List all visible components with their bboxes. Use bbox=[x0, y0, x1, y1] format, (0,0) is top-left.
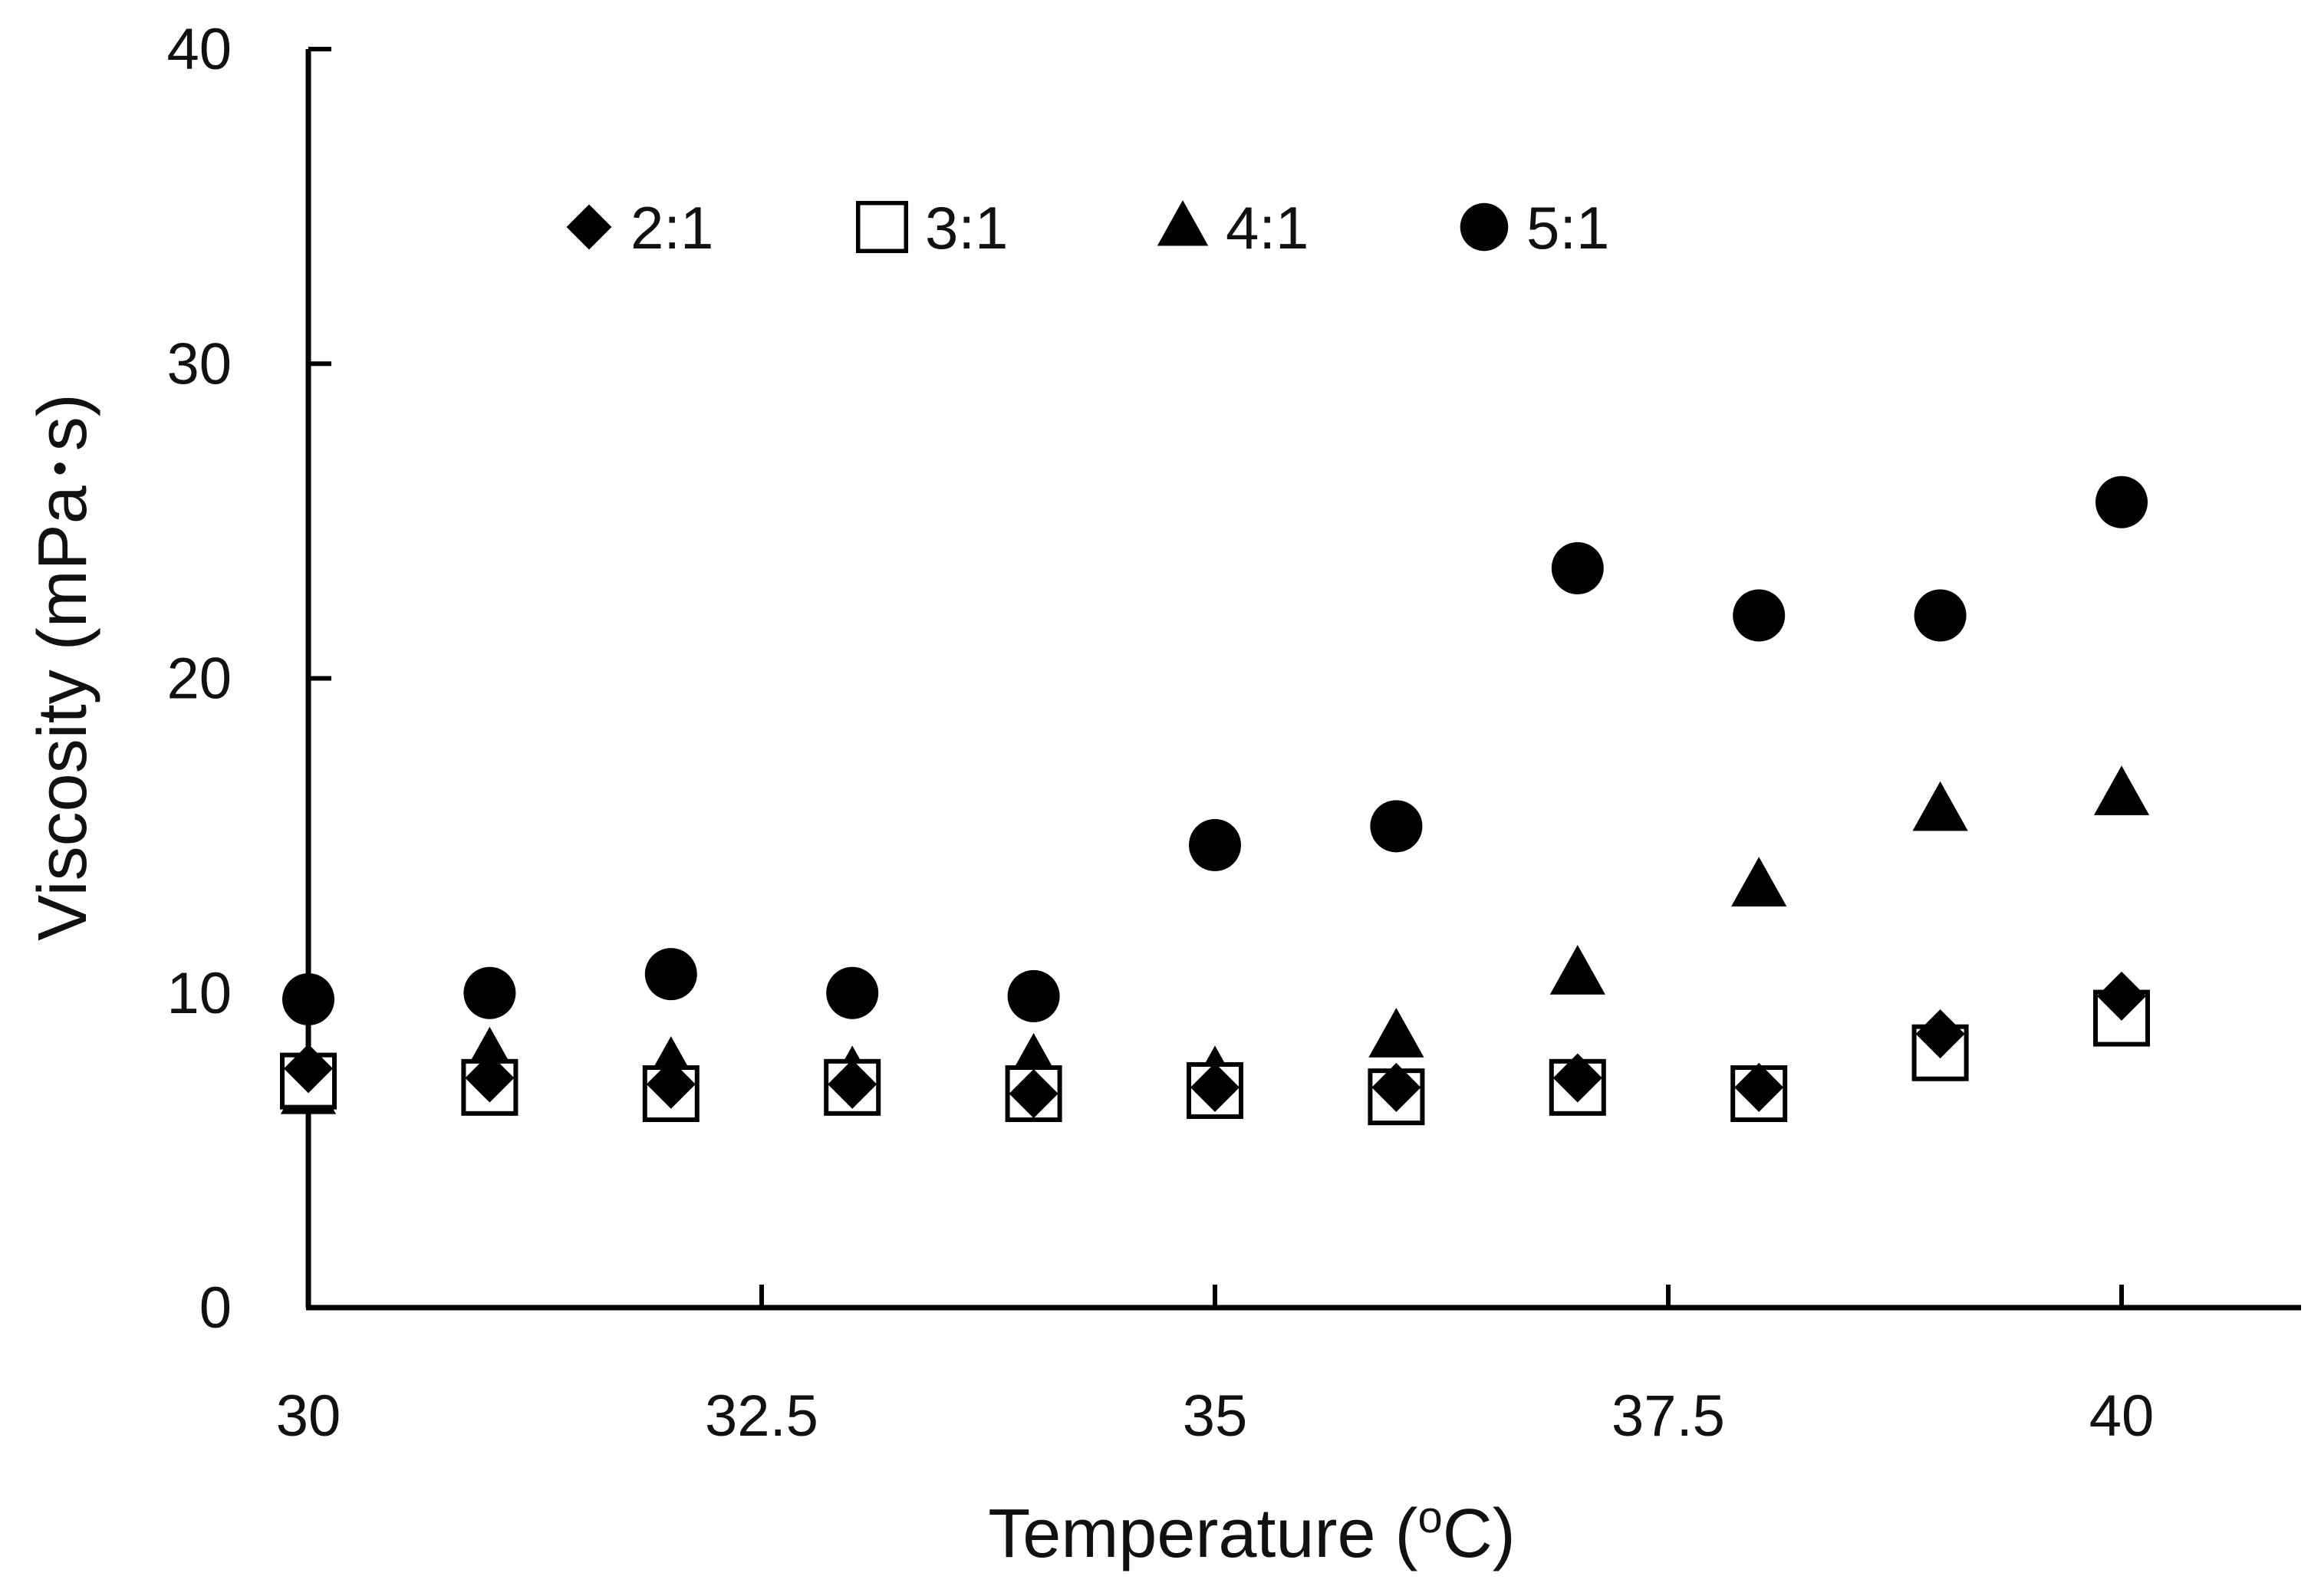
legend-item-5-to-1: 5:1 bbox=[1460, 194, 1609, 262]
axes: 0 10 20 30 40 30 32.5 35 37.5 40 bbox=[166, 17, 2301, 1449]
y-axis-title: Viscosity (mPa･s) bbox=[25, 393, 101, 940]
y-tick-label: 0 bbox=[199, 1275, 232, 1341]
data-point bbox=[463, 966, 516, 1019]
legend-item-2-to-1: 2:1 bbox=[566, 194, 713, 262]
data-point bbox=[2095, 476, 2148, 528]
data-point bbox=[1549, 945, 1605, 995]
data-point bbox=[646, 1059, 696, 1109]
data-point bbox=[284, 1044, 333, 1094]
data-point bbox=[2097, 971, 2146, 1021]
data-point bbox=[1189, 818, 1241, 871]
data-point bbox=[1733, 589, 1786, 642]
data-point bbox=[828, 1059, 877, 1109]
data-point bbox=[1190, 1062, 1240, 1112]
data-point bbox=[1370, 800, 1423, 853]
legend-marker bbox=[855, 200, 909, 254]
legend-label: 4:1 bbox=[1226, 194, 1309, 262]
data-point bbox=[1009, 1069, 1058, 1119]
x-axis-title-superscript: o bbox=[1417, 1492, 1442, 1542]
data-marks bbox=[280, 476, 2150, 1126]
x-axis-title-suffix: C) bbox=[1443, 1496, 1516, 1572]
legend: 2:1 3:1 4:1 5:1 bbox=[566, 194, 1609, 262]
legend-item-3-to-1: 3:1 bbox=[855, 194, 1008, 262]
x-tick-label: 35 bbox=[1183, 1384, 1248, 1449]
data-point bbox=[282, 972, 334, 1025]
x-tick-label: 37.5 bbox=[1612, 1384, 1725, 1449]
series-4-to-1 bbox=[280, 765, 2150, 1114]
data-point bbox=[1371, 1062, 1421, 1112]
y-tick-label: 30 bbox=[166, 331, 232, 397]
legend-label: 2:1 bbox=[630, 194, 713, 262]
y-tick-label: 10 bbox=[166, 961, 232, 1026]
series-5-to-1 bbox=[282, 476, 2148, 1025]
legend-marker bbox=[566, 204, 612, 250]
data-point bbox=[1368, 1008, 1424, 1058]
data-point bbox=[1731, 857, 1787, 907]
data-point bbox=[2093, 765, 2150, 815]
legend-label: 5:1 bbox=[1526, 194, 1609, 262]
legend-marker bbox=[1460, 202, 1509, 252]
data-point bbox=[1007, 969, 1060, 1022]
data-point bbox=[826, 966, 879, 1019]
data-point bbox=[644, 948, 697, 1001]
axis-titles: Temperature (oC) Viscosity (mPa･s) bbox=[25, 393, 1516, 1572]
y-tick-label: 40 bbox=[166, 17, 232, 82]
legend-label: 3:1 bbox=[925, 194, 1008, 262]
data-point bbox=[1551, 541, 1604, 594]
data-point bbox=[1552, 1053, 1602, 1103]
data-point bbox=[1914, 589, 1967, 642]
series-2-to-1 bbox=[284, 971, 2146, 1119]
data-point bbox=[1915, 1009, 1965, 1059]
x-tick-label: 40 bbox=[2089, 1384, 2155, 1449]
data-point bbox=[1912, 781, 1968, 831]
legend-marker bbox=[1157, 200, 1209, 246]
data-point bbox=[1734, 1062, 1784, 1112]
y-tick-label: 20 bbox=[166, 647, 232, 712]
x-tick-label: 30 bbox=[276, 1384, 341, 1449]
x-axis-title: Temperature (oC) bbox=[988, 1492, 1515, 1573]
data-point bbox=[465, 1053, 515, 1103]
x-tick-label: 32.5 bbox=[705, 1384, 818, 1449]
legend-item-4-to-1: 4:1 bbox=[1157, 194, 1309, 262]
x-axis-title-main: Temperature ( bbox=[988, 1496, 1417, 1572]
